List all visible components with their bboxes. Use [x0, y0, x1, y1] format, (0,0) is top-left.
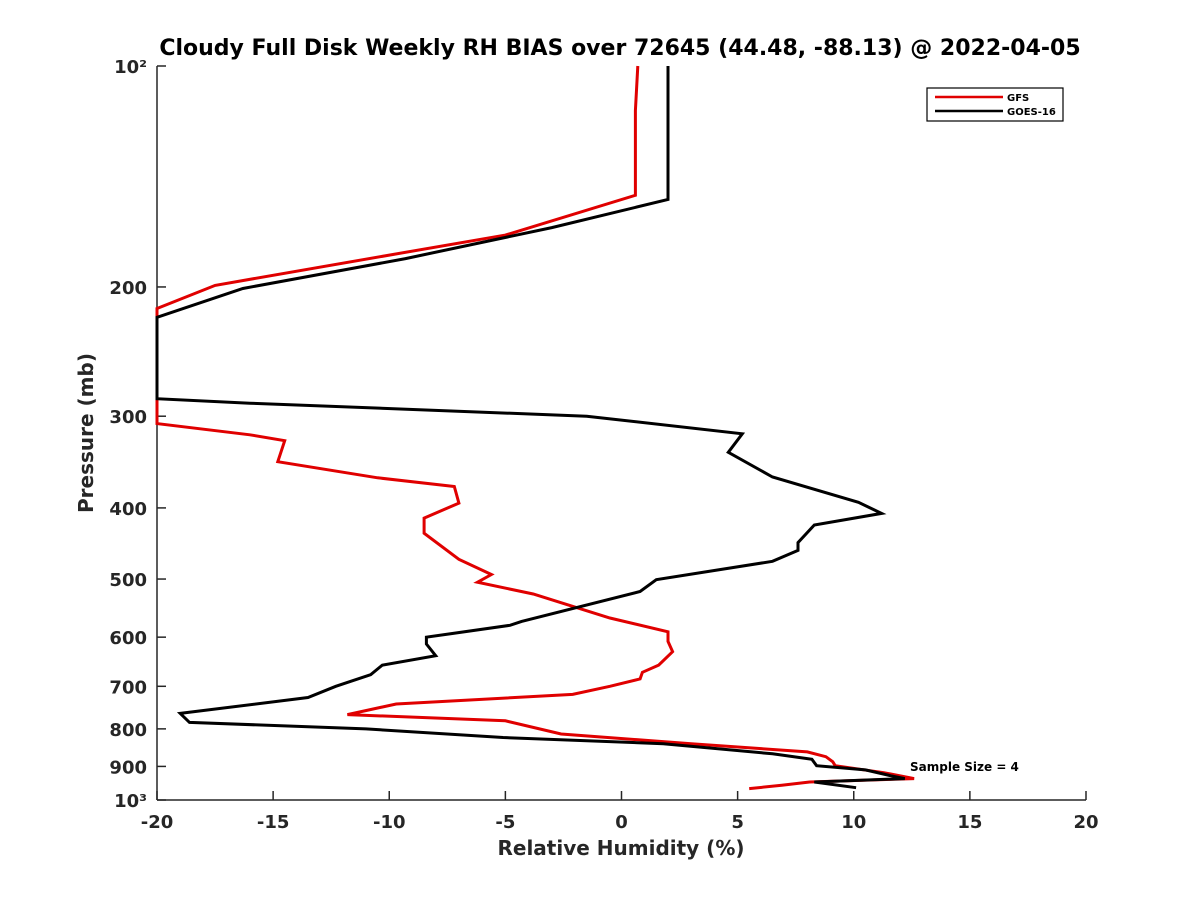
y-tick-label: 200: [109, 278, 147, 299]
x-tick-label: -10: [373, 812, 406, 833]
legend-label-goes16: GOES-16: [1007, 107, 1056, 118]
x-tick-label: -15: [257, 812, 290, 833]
x-tick-label: -5: [495, 812, 515, 833]
y-tick-label: 300: [109, 407, 147, 428]
y-tick-label: 10³: [114, 791, 147, 812]
y-tick-label: 500: [109, 570, 147, 591]
legend: GFS GOES-16: [926, 87, 1064, 122]
y-axis-label: Pressure (mb): [74, 353, 98, 513]
x-tick-label: -20: [141, 812, 174, 833]
legend-label-gfs: GFS: [1007, 93, 1029, 104]
y-tick-label: 700: [109, 677, 147, 698]
x-tick-label: 15: [957, 812, 982, 833]
y-tick-label: 10²: [114, 57, 147, 78]
x-tick-label: 5: [731, 812, 744, 833]
x-tick-label: 10: [841, 812, 866, 833]
x-axis-label: Relative Humidity (%): [497, 836, 744, 860]
series-line-goes16: [155, 66, 906, 790]
chart-title: Cloudy Full Disk Weekly RH BIAS over 726…: [159, 36, 1080, 61]
y-ticks: 10² 200 300 400 500 600 700 800 900 10³: [109, 57, 166, 812]
y-tick-label: 800: [109, 720, 147, 741]
y-tick-label: 400: [109, 499, 147, 520]
x-tick-label: 20: [1073, 812, 1098, 833]
series-lines: [155, 65, 915, 791]
sample-size-annotation: Sample Size = 4: [910, 760, 1019, 774]
x-ticks: -20 -15 -10 -5 0 5 10 15 20: [141, 791, 1099, 833]
x-tick-label: 0: [615, 812, 628, 833]
legend-box: [926, 87, 1064, 122]
y-tick-label: 900: [109, 757, 147, 778]
y-tick-label: 600: [109, 628, 147, 649]
